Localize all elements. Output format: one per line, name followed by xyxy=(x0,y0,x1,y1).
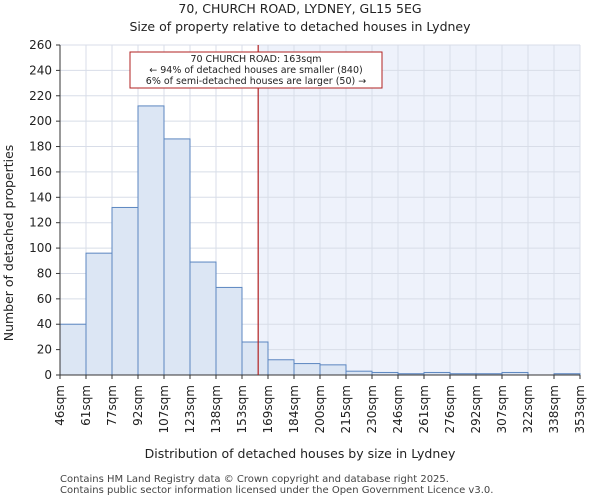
x-tick-label: 77sqm xyxy=(105,385,119,426)
y-tick-label: 240 xyxy=(29,63,52,77)
bar xyxy=(85,252,113,376)
bar xyxy=(345,370,373,376)
x-tick-label: 184sqm xyxy=(287,385,301,433)
bar xyxy=(241,341,269,376)
bar xyxy=(319,364,347,376)
y-tick-label: 120 xyxy=(29,216,52,230)
x-tick-label: 230sqm xyxy=(365,385,379,433)
y-tick-label: 60 xyxy=(37,292,52,306)
x-tick-label: 307sqm xyxy=(495,385,509,433)
x-tick-label: 353sqm xyxy=(573,385,587,433)
y-tick-label: 260 xyxy=(29,38,52,52)
bar xyxy=(163,138,191,376)
y-tick-label: 220 xyxy=(29,89,52,103)
x-tick-label: 338sqm xyxy=(547,385,561,433)
y-tick-label: 20 xyxy=(37,343,52,357)
x-tick-label: 246sqm xyxy=(391,385,405,433)
y-tick-label: 180 xyxy=(29,140,52,154)
bar xyxy=(59,323,87,376)
x-tick-label: 169sqm xyxy=(261,385,275,433)
y-tick-label: 80 xyxy=(37,266,52,280)
x-tick-label: 292sqm xyxy=(469,385,483,433)
x-tick-label: 200sqm xyxy=(313,385,327,433)
annotation-box xyxy=(129,51,383,89)
footer-line-1: Contains HM Land Registry data © Crown c… xyxy=(60,474,449,485)
x-tick-label: 107sqm xyxy=(157,385,171,433)
annotation-smaller: ← 94% of detached houses are smaller (84… xyxy=(149,65,362,76)
x-tick-label: 46sqm xyxy=(53,385,67,426)
bar xyxy=(111,206,139,376)
y-tick-label: 200 xyxy=(29,114,52,128)
x-tick-label: 153sqm xyxy=(235,385,249,433)
y-tick-label: 100 xyxy=(29,241,52,255)
plot-area: 0 20 40 60 80 100 120 140 160 180 200 220 240 260 46sq… xyxy=(29,38,587,433)
bar xyxy=(215,286,243,376)
bar xyxy=(189,261,217,376)
x-tick-label: 215sqm xyxy=(339,385,353,433)
bar xyxy=(293,363,321,376)
x-tick-label: 92sqm xyxy=(131,385,145,426)
bar xyxy=(267,359,295,376)
annotation-title: 70 CHURCH ROAD: 163sqm xyxy=(190,54,321,65)
x-tick-label: 322sqm xyxy=(521,385,535,433)
y-tick-label: 0 xyxy=(44,368,52,382)
x-axis-label: Distribution of detached houses by size … xyxy=(145,446,456,461)
y-axis-label: Number of detached properties xyxy=(1,145,16,342)
x-tick-label: 138sqm xyxy=(209,385,223,433)
y-tick-label: 140 xyxy=(29,190,52,204)
footer-line-2: Contains public sector information licen… xyxy=(60,485,494,496)
x-tick-label: 61sqm xyxy=(79,385,93,426)
bar xyxy=(137,105,165,376)
y-tick-label: 160 xyxy=(29,165,52,179)
chart-subtitle: Size of property relative to detached ho… xyxy=(129,19,471,34)
highlight-region xyxy=(258,45,580,375)
chart-title: 70, CHURCH ROAD, LYDNEY, GL15 5EG xyxy=(178,1,421,16)
annotation-larger: 6% of semi-detached houses are larger (5… xyxy=(146,76,366,87)
y-tick-label: 40 xyxy=(37,317,52,331)
x-tick-label: 261sqm xyxy=(417,385,431,433)
x-tick-label: 123sqm xyxy=(183,385,197,433)
x-tick-label: 276sqm xyxy=(443,385,457,433)
